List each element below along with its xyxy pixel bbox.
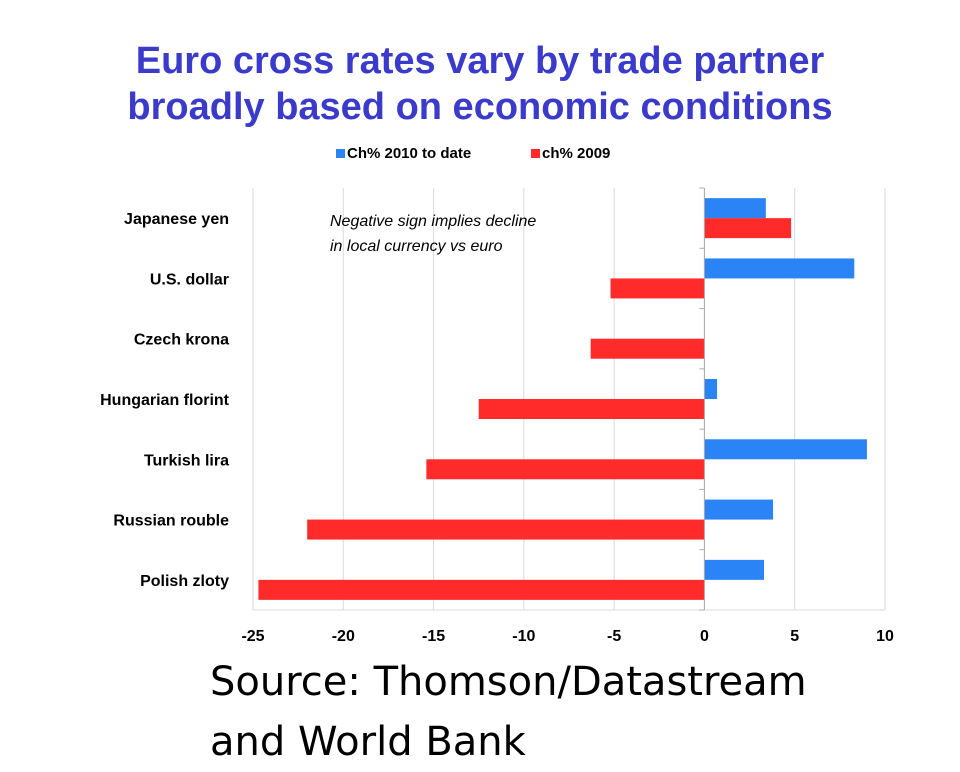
category-label-3: Hungarian florint [100,392,230,409]
x-tick-label-0: -25 [241,628,264,645]
source-note: Source: Thomson/Datastream and World Ban… [210,652,807,772]
bar-chart: -25 -20 -15 -10 -5 0 5 10 Japanese yen U.S. dolla… [100,145,894,645]
bar-ch2009-3 [478,399,705,419]
bar-ch2009-2 [590,338,705,359]
category-label-5: Russian rouble [113,513,229,530]
category-label-4: Turkish lira [144,452,229,469]
slide-title: Euro cross rates vary by trade partner b… [0,38,960,130]
bar-ch2010-0 [704,198,766,219]
bar-ch2010-1 [704,258,855,279]
bar-ch2010-3 [704,379,718,399]
bar-ch2009-1 [610,278,705,299]
bar-ch2009-4 [426,459,705,480]
bar-ch2010-4 [704,439,867,460]
x-tick-label-5: 0 [700,628,709,645]
x-tick-label-6: 5 [790,628,799,645]
legend-label-0: Ch% 2010 to date [347,145,471,162]
title-line-1: Euro cross rates vary by trade partner [135,40,825,82]
source-line-2: and World Bank [210,719,526,765]
legend-swatch-1 [531,149,540,158]
x-tick-label-1: -20 [332,628,355,645]
bar-ch2010-5 [704,499,774,520]
x-tick-label-7: 10 [876,628,894,645]
category-label-0: Japanese yen [124,211,229,228]
bar-ch2009-5 [307,519,705,540]
annotation-line-1: Negative sign implies decline [330,213,536,230]
legend-swatch-0 [336,149,345,158]
category-label-2: Czech krona [134,332,229,349]
x-tick-label-4: -5 [607,628,621,645]
x-tick-label-3: -10 [512,628,535,645]
annotation-line-2: in local currency vs euro [330,238,503,255]
bar-ch2009-0 [704,218,792,239]
x-tick-label-2: -15 [422,628,445,645]
legend-label-1: ch% 2009 [542,145,610,162]
title-line-2: broadly based on economic conditions [127,86,833,128]
category-label-1: U.S. dollar [150,271,229,288]
source-line-1: Source: Thomson/Datastream [210,659,807,705]
bar-ch2009-6 [258,579,705,600]
category-label-6: Polish zloty [140,573,229,590]
bar-ch2010-6 [704,559,765,580]
